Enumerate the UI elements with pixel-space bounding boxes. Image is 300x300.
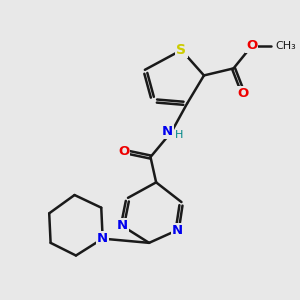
Text: S: S xyxy=(176,43,187,57)
Text: N: N xyxy=(162,125,173,138)
Text: CH₃: CH₃ xyxy=(276,41,296,51)
Text: H: H xyxy=(174,130,183,140)
Text: O: O xyxy=(246,39,257,52)
Text: O: O xyxy=(118,145,129,158)
Text: N: N xyxy=(97,232,108,245)
Text: O: O xyxy=(238,87,249,100)
Text: N: N xyxy=(172,224,183,237)
Text: N: N xyxy=(117,220,128,232)
